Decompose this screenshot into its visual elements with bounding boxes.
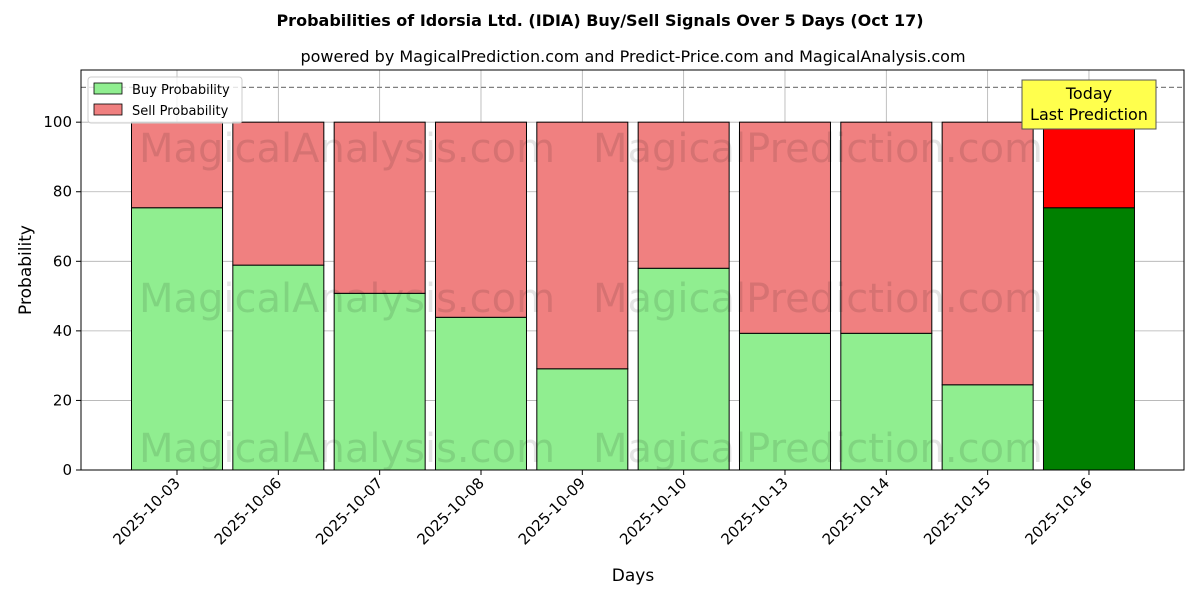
x-tick-label: 2025-10-03 xyxy=(109,474,183,548)
bar-sell xyxy=(941,121,1034,386)
bars xyxy=(131,121,1135,471)
bar-sell xyxy=(536,121,629,370)
y-tick-label: 40 xyxy=(53,322,72,340)
bar-buy xyxy=(333,292,426,471)
legend-box xyxy=(87,76,243,124)
watermark-text: MagicalAnalysis.com xyxy=(139,426,555,472)
y-tick-label: 0 xyxy=(62,461,72,479)
annotation-line-last-prediction: Last Prediction xyxy=(1030,105,1148,124)
x-tick-label: 2025-10-06 xyxy=(211,474,285,548)
bar-buy xyxy=(738,332,831,471)
bar-buy xyxy=(131,207,223,471)
y-tick-label: 100 xyxy=(43,113,72,131)
today-annotation: Today Last Prediction xyxy=(1021,79,1157,130)
bar-buy xyxy=(536,368,629,471)
plot-frame xyxy=(80,69,1185,471)
y-axis-label: Probability xyxy=(16,225,36,315)
bar-sell xyxy=(637,121,730,269)
bar-buy xyxy=(1042,207,1135,471)
bar-buy xyxy=(434,316,527,471)
watermark-text: MagicalAnalysis.com xyxy=(139,126,555,172)
watermarks: MagicalAnalysis.com MagicalPrediction.com… xyxy=(139,126,1043,472)
bar-sell xyxy=(434,121,527,318)
x-tick-label: 2025-10-10 xyxy=(616,474,690,548)
x-tick-label: 2025-10-15 xyxy=(920,474,994,548)
x-tick-label: 2025-10-08 xyxy=(413,474,487,548)
bar-sell xyxy=(738,121,831,334)
x-axis-label: Days xyxy=(612,566,655,586)
chart-title: Probabilities of Idorsia Ltd. (IDIA) Buy… xyxy=(276,11,923,30)
bar-sell xyxy=(333,121,426,294)
annotation-box xyxy=(1021,79,1157,130)
bar-sell xyxy=(232,121,325,266)
legend-label-sell: Sell Probability xyxy=(132,104,229,119)
bar-sell xyxy=(1042,121,1135,209)
bar-buy xyxy=(941,384,1034,471)
y-tick-label: 20 xyxy=(53,391,72,409)
chart-subtitle: powered by MagicalPrediction.com and Pre… xyxy=(300,47,965,66)
y-tick-label: 60 xyxy=(53,252,72,270)
x-tick-label: 2025-10-07 xyxy=(312,474,386,548)
y-tick-label: 80 xyxy=(53,183,72,201)
y-axis-ticks: 0 20 40 60 80 100 xyxy=(43,113,81,479)
x-tick-label: 2025-10-13 xyxy=(717,474,791,548)
watermark-text: MagicalPrediction.com xyxy=(593,276,1043,322)
watermark-text: MagicalAnalysis.com xyxy=(139,276,555,322)
x-tick-label: 2025-10-09 xyxy=(515,474,589,548)
legend: Buy Probability Sell Probability xyxy=(87,76,243,124)
legend-label-buy: Buy Probability xyxy=(132,83,230,98)
x-tick-label: 2025-10-14 xyxy=(819,474,893,548)
watermark-text: MagicalPrediction.com xyxy=(593,126,1043,172)
legend-swatch-buy xyxy=(93,82,123,95)
bar-buy xyxy=(637,267,730,471)
annotation-line-today: Today xyxy=(1065,84,1112,103)
bar-sell xyxy=(840,121,933,334)
x-axis-ticks: 2025-10-03 2025-10-06 2025-10-07 2025-10-08… xyxy=(109,470,1096,548)
x-tick-label: 2025-10-16 xyxy=(1021,474,1095,548)
legend-swatch-sell xyxy=(93,103,123,116)
watermark-text: MagicalPrediction.com xyxy=(593,426,1043,472)
bar-sell xyxy=(131,121,223,209)
bar-buy xyxy=(840,332,933,471)
